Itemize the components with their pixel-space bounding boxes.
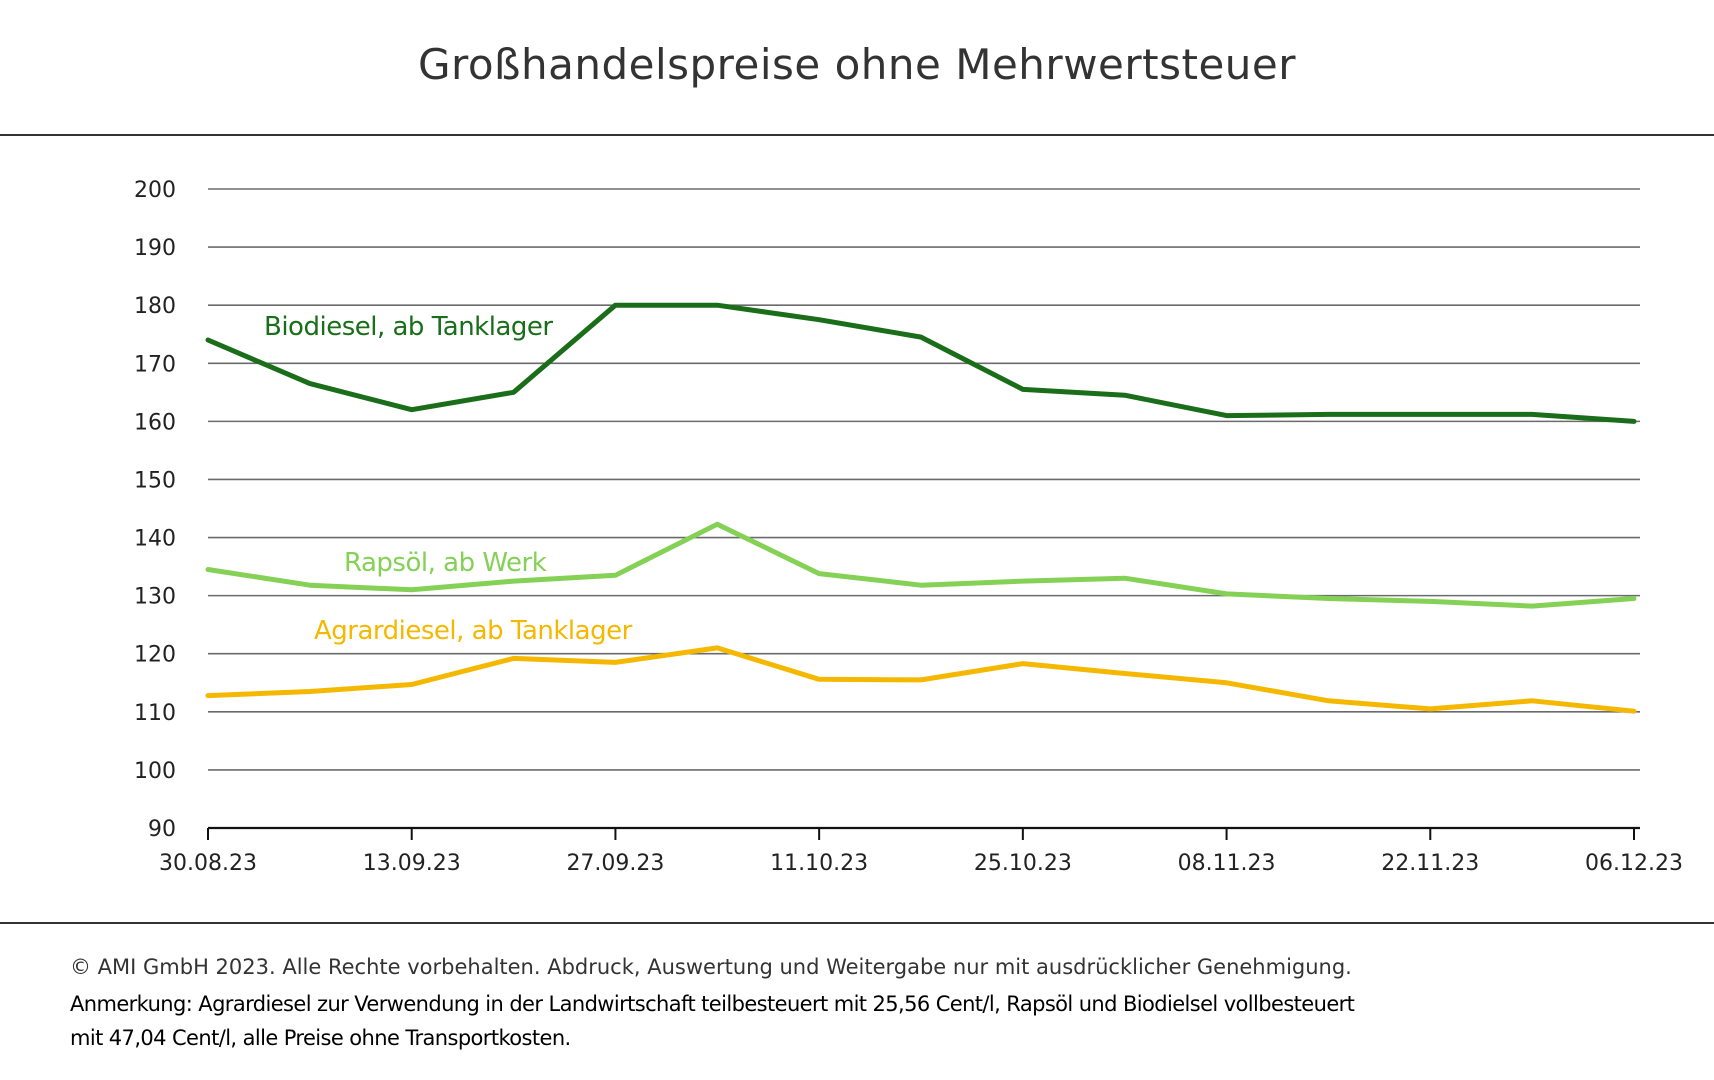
line-chart: 90 100 110 120 130 140 150 160 170 180 190 200 30.0…: [134, 178, 1683, 876]
series-line-1: [205, 521, 1637, 609]
x-tick-label: 22.11.23: [1381, 851, 1479, 876]
chart-title: Großhandelspreise ohne Mehrwertsteuer: [417, 40, 1297, 89]
series-labels: Biodiesel, ab Tanklager Rapsöl, ab Werk Ag…: [264, 312, 633, 646]
note-line-1: Anmerkung: Agrardiesel zur Verwendung in…: [70, 992, 1355, 1016]
series-line-0: [205, 302, 1637, 424]
footer: © AMI GmbH 2023. Alle Rechte vorbehalten…: [70, 955, 1690, 1055]
x-tick-label: 27.09.23: [566, 851, 664, 876]
x-tick-label: 11.10.23: [770, 851, 868, 876]
series-label-2: Agrardiesel, ab Tanklager: [314, 616, 633, 646]
y-tick-label: 160: [134, 410, 176, 435]
x-tick-label: 25.10.23: [974, 851, 1072, 876]
note-line-2: mit 47,04 Cent/l, alle Preise ohne Trans…: [70, 1026, 571, 1050]
series-lines: [205, 302, 1637, 714]
series-label-1: Rapsöl, ab Werk: [344, 548, 547, 578]
copyright-notice: © AMI GmbH 2023. Alle Rechte vorbehalten…: [70, 955, 1352, 979]
y-tick-label: 90: [148, 817, 176, 842]
y-tick-label: 170: [134, 352, 176, 377]
y-tick-label: 120: [134, 643, 176, 668]
y-tick-label: 190: [134, 236, 176, 261]
y-tick-label: 180: [134, 294, 176, 319]
y-tick-label: 110: [134, 701, 176, 726]
y-tick-label: 140: [134, 527, 176, 552]
series-line-2: [205, 645, 1637, 714]
x-tick-label: 30.08.23: [159, 851, 257, 876]
y-tick-label: 130: [134, 585, 176, 610]
x-tick-label: 08.11.23: [1178, 851, 1276, 876]
bottom-divider: [0, 922, 1714, 924]
series-label-0: Biodiesel, ab Tanklager: [264, 312, 553, 342]
x-tick-label: 13.09.23: [363, 851, 461, 876]
top-divider: [0, 134, 1714, 136]
y-tick-label: 100: [134, 759, 176, 784]
grid-lines: 90 100 110 120 130 140 150 160 170 180 190 200: [134, 178, 1640, 842]
x-axis: 30.08.23 13.09.23 27.09.23 11.10.23 25.10.23…: [159, 826, 1683, 876]
x-tick-label: 06.12.23: [1585, 851, 1683, 876]
y-tick-label: 150: [134, 468, 176, 493]
y-tick-label: 200: [134, 178, 176, 203]
